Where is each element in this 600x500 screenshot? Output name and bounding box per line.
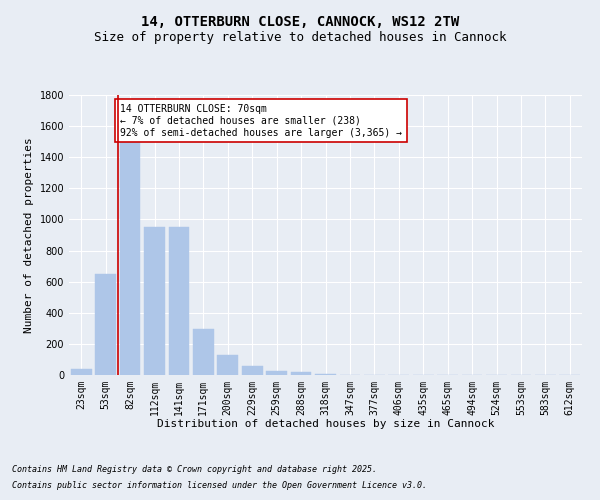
Bar xyxy=(290,372,311,375)
Bar xyxy=(242,366,263,375)
Bar xyxy=(71,369,92,375)
Bar xyxy=(144,227,165,375)
Y-axis label: Number of detached properties: Number of detached properties xyxy=(24,137,34,333)
X-axis label: Distribution of detached houses by size in Cannock: Distribution of detached houses by size … xyxy=(157,420,494,430)
Bar xyxy=(217,355,238,375)
Text: Contains public sector information licensed under the Open Government Licence v3: Contains public sector information licen… xyxy=(12,480,427,490)
Text: Contains HM Land Registry data © Crown copyright and database right 2025.: Contains HM Land Registry data © Crown c… xyxy=(12,466,377,474)
Text: 14, OTTERBURN CLOSE, CANNOCK, WS12 2TW: 14, OTTERBURN CLOSE, CANNOCK, WS12 2TW xyxy=(141,16,459,30)
Text: Size of property relative to detached houses in Cannock: Size of property relative to detached ho… xyxy=(94,31,506,44)
Text: 14 OTTERBURN CLOSE: 70sqm
← 7% of detached houses are smaller (238)
92% of semi-: 14 OTTERBURN CLOSE: 70sqm ← 7% of detach… xyxy=(120,104,403,138)
Bar xyxy=(266,371,287,375)
Bar xyxy=(169,227,190,375)
Bar xyxy=(193,329,214,375)
Bar xyxy=(315,374,336,375)
Bar xyxy=(95,274,116,375)
Bar xyxy=(119,142,140,375)
